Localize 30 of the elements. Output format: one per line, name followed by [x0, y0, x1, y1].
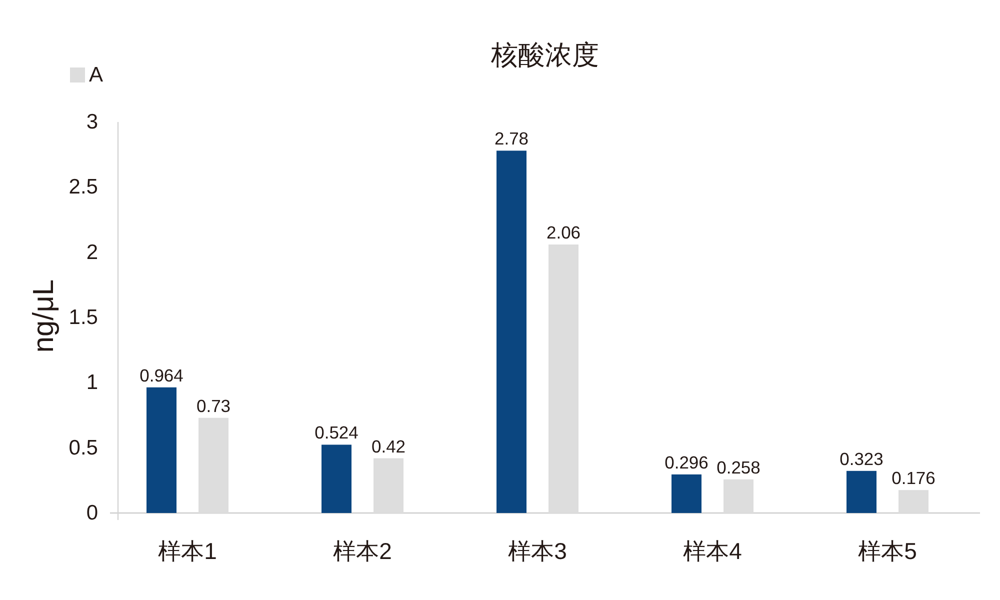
- x-tick-label: 样本1: [158, 538, 217, 564]
- data-label: 0.176: [892, 468, 936, 488]
- bar: [496, 150, 526, 513]
- bar: [146, 387, 176, 513]
- x-tick-label: 样本3: [508, 538, 567, 564]
- x-tick-label: 样本2: [333, 538, 392, 564]
- y-tick-label: 2: [86, 240, 98, 264]
- legend-label: A: [89, 64, 104, 86]
- y-tick-label: 2.5: [68, 176, 98, 199]
- y-tick-label: 0: [86, 502, 98, 524]
- y-tick-label: 0.5: [68, 436, 98, 460]
- y-tick-label: 1.5: [68, 306, 98, 329]
- data-label: 0.296: [664, 452, 708, 472]
- y-tick-label: 1: [86, 371, 98, 394]
- bar: [672, 474, 702, 513]
- data-label: 2.06: [546, 222, 581, 243]
- data-label: 0.73: [196, 396, 231, 416]
- y-axis-title: ng/μL: [28, 279, 60, 353]
- bar: [322, 444, 352, 513]
- data-label: 0.323: [840, 448, 884, 469]
- chart-title: 核酸浓度: [490, 40, 599, 70]
- data-label: 2.78: [494, 128, 529, 149]
- data-label: 0.258: [716, 457, 760, 478]
- x-tick-label: 样本4: [683, 538, 742, 564]
- data-label: 0.42: [371, 436, 406, 456]
- bar: [846, 470, 876, 513]
- y-tick-label: 3: [86, 110, 98, 134]
- data-label: 0.524: [314, 422, 359, 443]
- x-tick-label: 样本5: [858, 538, 917, 564]
- data-label: 0.964: [140, 365, 184, 386]
